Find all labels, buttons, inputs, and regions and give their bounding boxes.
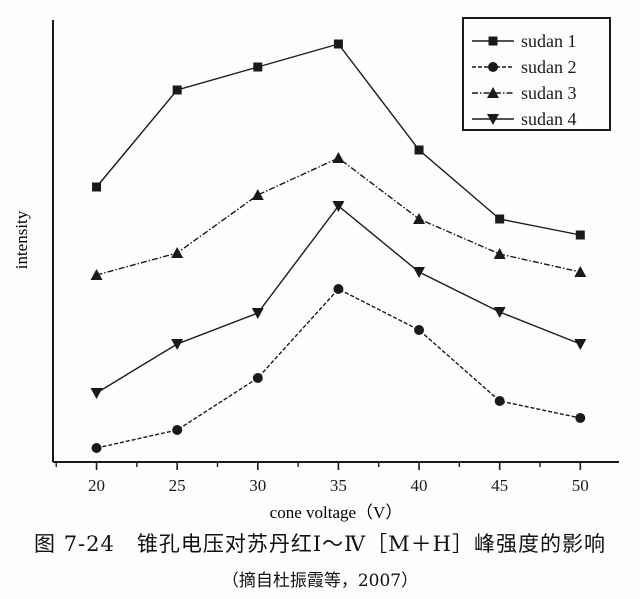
- series-line: [96, 204, 581, 394]
- x-tick-label: 20: [88, 476, 105, 495]
- x-tick-label: 45: [491, 476, 508, 495]
- square-marker-icon: [172, 85, 182, 95]
- legend-label: sudan 1: [521, 31, 577, 51]
- triangle-up-marker-icon: [332, 152, 345, 163]
- triangle-up-marker-icon: [251, 189, 264, 200]
- legend-item: sudan 1: [472, 31, 577, 51]
- series-sudan-3: [90, 152, 587, 280]
- legend-item: sudan 3: [472, 83, 577, 103]
- x-axis-label: cone voltage（V）: [270, 503, 403, 522]
- series-layer: [90, 39, 587, 453]
- x-tick-label: 25: [169, 476, 186, 495]
- figure-source: （摘自杜振霞等，2007）: [221, 571, 419, 591]
- triangle-up-marker-icon: [574, 266, 587, 277]
- legend-item: sudan 4: [472, 109, 577, 129]
- square-marker-icon: [92, 182, 102, 192]
- triangle-up-marker-icon: [493, 248, 506, 259]
- series-sudan-2: [91, 284, 586, 453]
- triangle-down-marker-icon: [493, 307, 506, 318]
- x-tick-label: 35: [330, 476, 347, 495]
- legend-label: sudan 3: [521, 83, 577, 103]
- circle-marker-icon: [494, 396, 505, 406]
- square-marker-icon: [333, 39, 343, 49]
- circle-marker-icon: [575, 413, 586, 423]
- axes: 20 25 30 35 40 45 50: [52, 20, 619, 495]
- legend-label: sudan 4: [521, 109, 577, 129]
- y-axis-label: intensity: [12, 210, 31, 269]
- series-sudan-4: [90, 201, 587, 399]
- square-marker-icon: [488, 36, 498, 46]
- triangle-up-marker-icon: [487, 87, 499, 98]
- square-marker-icon: [253, 62, 263, 72]
- circle-marker-icon: [333, 284, 344, 294]
- series-sudan-1: [92, 39, 585, 240]
- triangle-down-marker-icon: [171, 339, 184, 350]
- series-line: [96, 157, 581, 276]
- triangle-down-marker-icon: [332, 201, 345, 212]
- circle-marker-icon: [91, 443, 102, 453]
- circle-marker-icon: [414, 325, 425, 335]
- figure-caption: 图 7-24 锥孔电压对苏丹红Ⅰ～Ⅳ［M＋H］峰强度的影响: [34, 532, 606, 556]
- triangle-up-marker-icon: [171, 247, 184, 258]
- square-marker-icon: [495, 214, 505, 224]
- legend-label: sudan 2: [521, 57, 577, 77]
- circle-marker-icon: [172, 425, 183, 435]
- x-tick-label: 50: [572, 476, 589, 495]
- triangle-down-marker-icon: [487, 114, 499, 125]
- square-marker-icon: [575, 230, 585, 240]
- circle-marker-icon: [488, 62, 498, 72]
- x-tick-label: 30: [249, 476, 266, 495]
- triangle-up-marker-icon: [90, 269, 103, 280]
- triangle-down-marker-icon: [413, 267, 426, 278]
- legend-box: [462, 17, 611, 131]
- circle-marker-icon: [252, 373, 263, 383]
- legend: sudan 1 sudan 2 sudan 3 sudan 4: [462, 17, 611, 131]
- triangle-down-marker-icon: [251, 308, 264, 319]
- series-line: [96, 288, 581, 449]
- x-tick-label: 40: [411, 476, 428, 495]
- triangle-down-marker-icon: [574, 339, 587, 350]
- legend-item: sudan 2: [472, 57, 577, 77]
- triangle-down-marker-icon: [90, 388, 103, 399]
- triangle-up-marker-icon: [413, 213, 426, 224]
- square-marker-icon: [414, 145, 424, 155]
